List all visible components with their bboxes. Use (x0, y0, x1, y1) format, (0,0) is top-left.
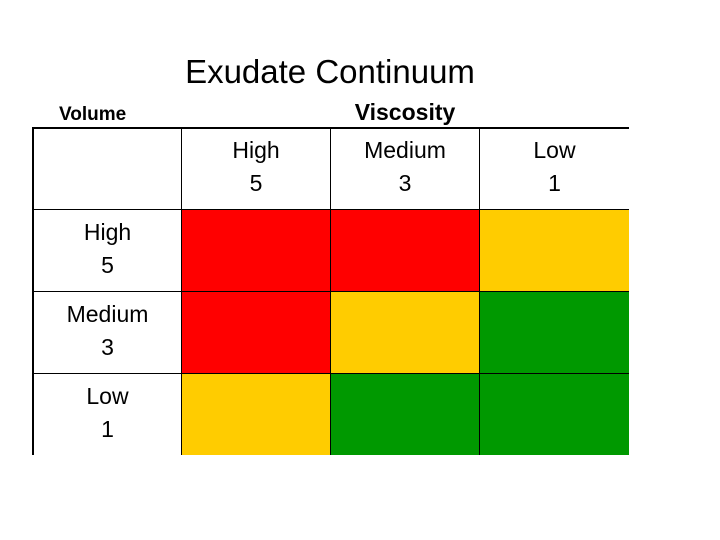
row-header-value: 5 (101, 251, 114, 278)
row-header-label: High (83, 218, 132, 245)
matrix-cell (331, 374, 480, 455)
row-header-value: 1 (101, 415, 114, 442)
column-header-label: High (232, 137, 280, 163)
exudate-matrix: High 5 Medium 3 Low 1 High 5 Medium 3 Lo… (32, 127, 629, 455)
matrix-cell (480, 292, 629, 374)
row-header-label: Low (86, 382, 129, 409)
matrix-cell (182, 210, 331, 292)
column-header-low: Low 1 (480, 129, 629, 210)
column-header-high: High 5 (182, 129, 331, 210)
column-header-value: 3 (398, 170, 412, 196)
column-header-value: 1 (548, 170, 561, 196)
matrix-cell (480, 210, 629, 292)
matrix-cell (182, 374, 331, 455)
matrix-cell (182, 292, 331, 374)
matrix-cell (480, 374, 629, 455)
column-header-value: 5 (249, 170, 263, 196)
column-header-label: Low (533, 137, 576, 163)
row-header-low: Low 1 (34, 374, 182, 455)
row-header-high: High 5 (34, 210, 182, 292)
diagram-title: Exudate Continuum (185, 53, 475, 90)
row-axis-label: Volume (59, 104, 127, 125)
row-header-value: 3 (101, 333, 114, 360)
column-axis-label: Viscosity (354, 99, 456, 125)
corner-cell (34, 129, 182, 210)
row-header-label: Medium (66, 300, 149, 327)
matrix-cell (331, 292, 480, 374)
column-header-medium: Medium 3 (331, 129, 480, 210)
column-header-label: Medium (364, 137, 446, 163)
matrix-cell (331, 210, 480, 292)
row-header-medium: Medium 3 (34, 292, 182, 374)
